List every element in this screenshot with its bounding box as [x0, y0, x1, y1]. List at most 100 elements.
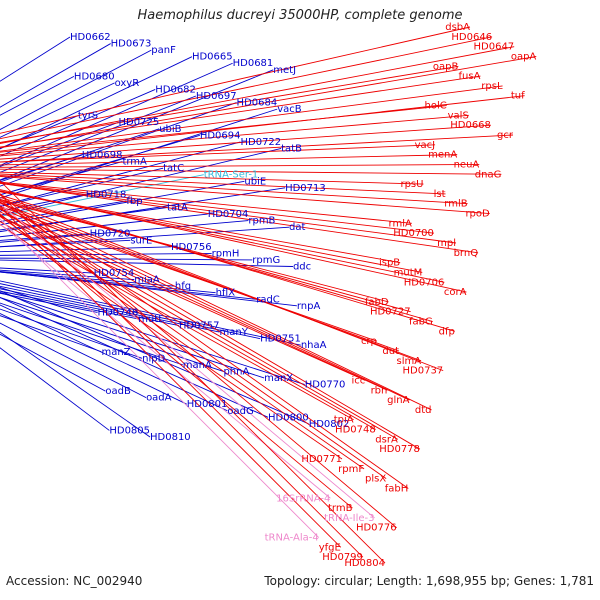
gene-label: HD0771 — [301, 454, 342, 465]
leader-line — [0, 49, 152, 131]
leader-line — [0, 114, 469, 157]
gene-label: HD0810 — [150, 432, 191, 443]
leader-line — [0, 198, 444, 372]
gene-label: HD0720 — [90, 229, 131, 240]
gene-label: dat — [289, 222, 305, 233]
gene-label: mutM — [394, 267, 423, 278]
gene-label: HD0757 — [179, 321, 220, 332]
gene-label: oxyR — [115, 78, 140, 89]
leader-line — [0, 182, 479, 254]
leader-line — [0, 347, 110, 431]
gene-label: tRNA-Ala-4 — [265, 533, 319, 544]
gene-label: panF — [151, 45, 176, 56]
leader-line — [0, 182, 457, 244]
gene-label: HD0746 — [98, 307, 139, 318]
gene-label: HD0698 — [82, 150, 123, 161]
leader-line — [0, 201, 421, 450]
leader-line — [0, 174, 468, 205]
gene-label: dfp — [439, 326, 455, 337]
gene-label: tatC — [163, 163, 184, 174]
gene-label: HD0706 — [404, 277, 445, 288]
gene-label: oapB — [433, 61, 459, 72]
gene-label: dtd — [415, 405, 432, 416]
gene-label: radC — [256, 294, 280, 305]
gene-label: holC — [425, 101, 447, 112]
gene-label: HD0718 — [86, 189, 127, 200]
gene-label: oadB — [105, 386, 131, 397]
gene-label: trmA — [122, 157, 147, 168]
gene-label: rpmB — [248, 216, 275, 227]
gene-label: ubiB — [159, 124, 181, 135]
gene-label: tRNA-Ser-1 — [204, 170, 259, 181]
leader-line — [0, 292, 98, 313]
gene-label: metJ — [273, 65, 296, 76]
gene-label: hflX — [216, 288, 236, 299]
gene-label: dnaG — [475, 169, 502, 180]
leader-line — [0, 105, 447, 153]
map-title: Haemophilus ducreyi 35000HP, complete ge… — [137, 8, 463, 23]
leader-line — [0, 191, 401, 264]
gene-label: rbn — [371, 385, 388, 396]
gene-label: rmlA — [389, 218, 412, 229]
leader-line — [0, 206, 410, 401]
gene-label: valS — [448, 110, 469, 121]
gene-label: HD0673 — [111, 39, 152, 50]
leader-line — [0, 226, 290, 248]
leader-line — [0, 290, 309, 425]
gene-label: oapA — [511, 51, 537, 62]
leader-line — [0, 26, 471, 134]
gene-label: rpmH — [212, 248, 240, 259]
leader-line — [0, 218, 320, 538]
gene-label: ispB — [379, 258, 400, 269]
gene-label: HD0800 — [268, 412, 309, 423]
leader-line — [0, 283, 261, 340]
leader-line — [0, 271, 297, 307]
leader-line — [0, 56, 193, 150]
gene-label: HD0646 — [451, 32, 492, 43]
gene-label: HD0694 — [200, 130, 241, 141]
gene-label: tRNA-Ile-3 — [324, 513, 374, 524]
leader-line — [0, 181, 412, 224]
gene-label: tatB — [281, 143, 302, 154]
leader-line — [0, 333, 106, 392]
leader-line — [0, 85, 503, 152]
gene-label: corA — [444, 287, 467, 298]
gene-label: manA — [183, 360, 212, 371]
gene-label: rpsU — [400, 179, 423, 190]
gene-label: neuA — [454, 159, 480, 170]
leader-line — [0, 121, 119, 168]
leader-line — [0, 198, 411, 313]
leader-line — [0, 102, 237, 187]
leader-line — [0, 322, 147, 399]
gene-label: rpsL — [481, 81, 503, 92]
leader-line — [0, 304, 228, 412]
gene-label: vacB — [277, 104, 302, 115]
gene-label: HD0668 — [450, 120, 491, 131]
leader-line — [0, 200, 127, 222]
leader-line — [0, 62, 233, 167]
gene-label: fabD — [365, 297, 389, 308]
gene-label: 16SrRNA-4 — [276, 493, 330, 504]
gene-label: HD0754 — [94, 268, 135, 279]
leader-line — [0, 215, 366, 381]
gene-label: surE — [130, 235, 152, 246]
leader-line — [0, 171, 424, 185]
summary-text: Topology: circular; Length: 1,698,955 bp… — [264, 574, 594, 588]
leader-line — [0, 144, 436, 163]
leader-line — [0, 200, 389, 303]
gene-label: icc — [351, 375, 365, 386]
gene-label: HD0801 — [187, 399, 228, 410]
gene-label: HD0770 — [305, 380, 346, 391]
gene-label: rpoD — [465, 209, 490, 220]
leader-line — [0, 297, 224, 372]
gene-label: tyrS — [78, 111, 98, 122]
gene-label: mutL — [138, 314, 164, 325]
gene-label: HD0681 — [233, 58, 274, 69]
gene-label: ubiE — [244, 176, 266, 187]
gene-label: slmA — [397, 356, 422, 367]
gene-label: HD0647 — [474, 42, 515, 53]
gene-label: brnQ — [454, 248, 479, 259]
gene-label: ddc — [293, 262, 311, 273]
gene-label: oadG — [227, 406, 253, 417]
